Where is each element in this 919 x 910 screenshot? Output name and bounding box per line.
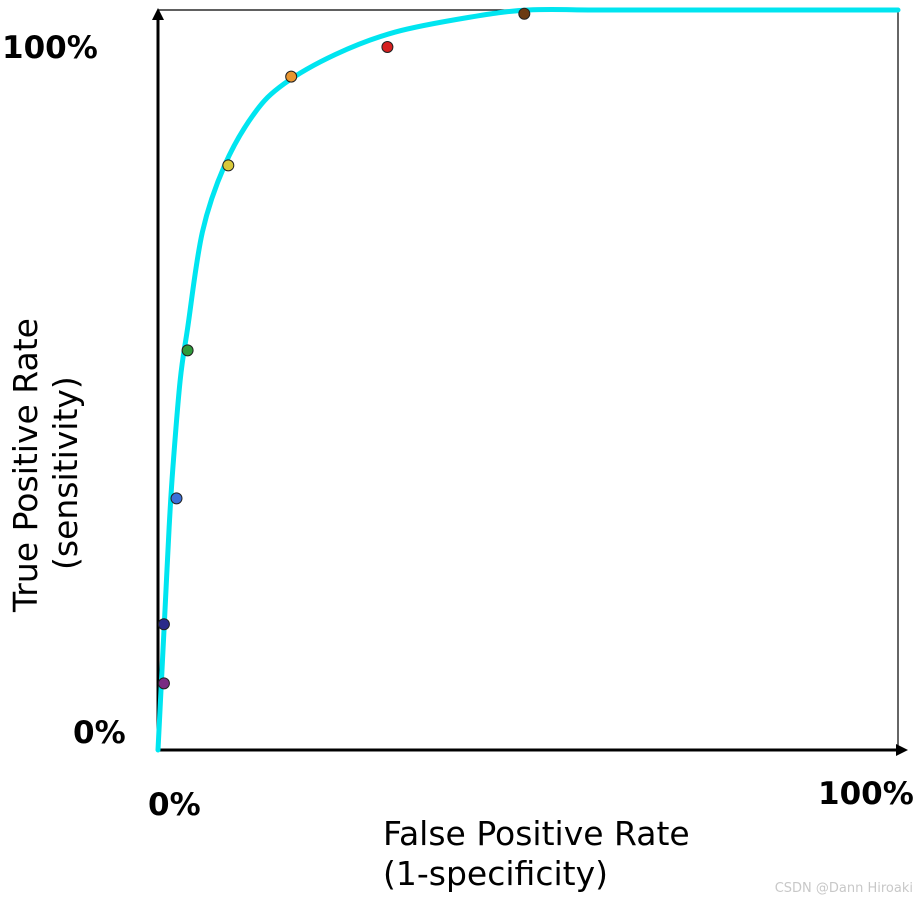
y-axis-arrow xyxy=(152,8,164,20)
threshold-point-3 xyxy=(170,492,183,505)
y-tick-label-max: 100% xyxy=(2,30,98,66)
y-axis-title-line-1: True Positive Rate xyxy=(6,318,45,612)
x-axis-title-line-2: (1-specificity) xyxy=(383,854,608,893)
plot-frame xyxy=(152,8,908,756)
x-tick-label-min: 0% xyxy=(148,787,201,823)
x-tick-label-max: 100% xyxy=(818,776,914,812)
threshold-point-1 xyxy=(157,677,170,690)
x-axis-title-line-1: False Positive Rate xyxy=(383,814,690,853)
roc-curve-line xyxy=(155,6,901,753)
threshold-point-8 xyxy=(518,7,531,20)
x-axis-title: False Positive Rate (1-specificity) xyxy=(383,814,803,894)
x-axis-arrow xyxy=(896,744,908,756)
threshold-point-4 xyxy=(181,344,194,357)
threshold-point-5 xyxy=(222,159,235,172)
y-tick-label-min: 0% xyxy=(73,715,126,751)
threshold-point-6 xyxy=(285,70,298,83)
threshold-point-2 xyxy=(157,618,170,631)
y-axis-title: True Positive Rate (sensitivity) xyxy=(6,252,106,612)
threshold-point-7 xyxy=(381,41,394,53)
watermark: CSDN @Dann Hiroaki xyxy=(774,881,913,896)
y-axis-title-line-2: (sensitivity) xyxy=(46,376,85,570)
